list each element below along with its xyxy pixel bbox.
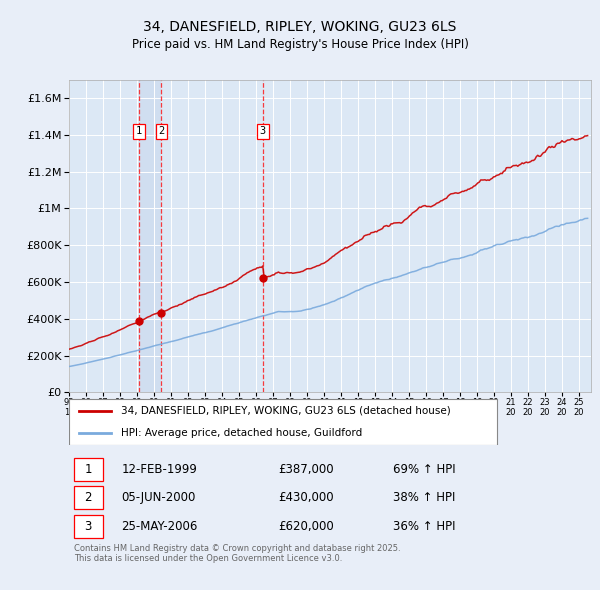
FancyBboxPatch shape [74,458,103,481]
Text: 12-FEB-1999: 12-FEB-1999 [121,463,197,476]
Bar [139,80,161,392]
Text: £620,000: £620,000 [278,520,334,533]
FancyBboxPatch shape [74,515,103,538]
Text: 2: 2 [158,126,164,136]
Text: £387,000: £387,000 [278,463,334,476]
Text: 3: 3 [260,126,266,136]
Text: 05-JUN-2000: 05-JUN-2000 [121,491,196,504]
Text: Contains HM Land Registry data © Crown copyright and database right 2025.: Contains HM Land Registry data © Crown c… [74,544,401,553]
Text: 34, DANESFIELD, RIPLEY, WOKING, GU23 6LS (detached house): 34, DANESFIELD, RIPLEY, WOKING, GU23 6LS… [121,406,451,416]
Text: Price paid vs. HM Land Registry's House Price Index (HPI): Price paid vs. HM Land Registry's House … [131,38,469,51]
FancyBboxPatch shape [69,399,497,444]
Text: 1: 1 [85,463,92,476]
Text: 38% ↑ HPI: 38% ↑ HPI [392,491,455,504]
Text: 3: 3 [85,520,92,533]
Text: 69% ↑ HPI: 69% ↑ HPI [392,463,455,476]
Text: 2: 2 [85,491,92,504]
Text: 34, DANESFIELD, RIPLEY, WOKING, GU23 6LS: 34, DANESFIELD, RIPLEY, WOKING, GU23 6LS [143,19,457,34]
Text: This data is licensed under the Open Government Licence v3.0.: This data is licensed under the Open Gov… [74,555,343,563]
Text: 1: 1 [136,126,142,136]
Text: HPI: Average price, detached house, Guildford: HPI: Average price, detached house, Guil… [121,428,362,438]
Text: 36% ↑ HPI: 36% ↑ HPI [392,520,455,533]
FancyBboxPatch shape [74,486,103,509]
Text: £430,000: £430,000 [278,491,334,504]
Text: 25-MAY-2006: 25-MAY-2006 [121,520,197,533]
